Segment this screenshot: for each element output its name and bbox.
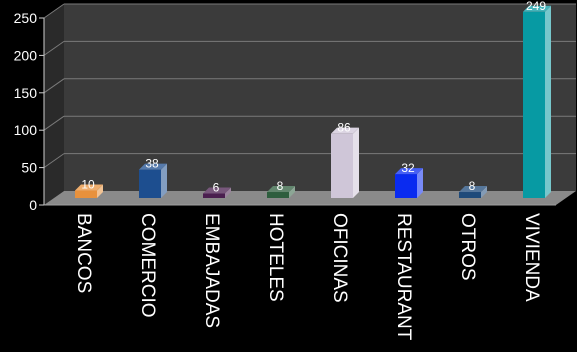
floor: [44, 191, 576, 205]
bar-top: [203, 187, 231, 194]
bar: 38: [139, 157, 167, 198]
data-label: 10: [81, 178, 95, 192]
bar-top: [395, 168, 423, 175]
bar: 32: [395, 161, 423, 198]
bar-front: [523, 11, 545, 198]
data-label: 38: [145, 157, 159, 171]
grid-lines: [43, 3, 576, 169]
bar-top: [459, 186, 487, 193]
bar: 10: [75, 178, 103, 198]
bar: 8: [267, 179, 295, 198]
grid-line-side: [43, 40, 65, 56]
bar-side: [161, 163, 167, 198]
data-label: 86: [337, 121, 351, 135]
bar: 6: [203, 181, 231, 198]
grid-line-side: [43, 153, 65, 169]
y-tick-label: 100: [14, 122, 38, 138]
grid-line-side: [43, 115, 65, 131]
bar-top: [267, 186, 295, 193]
bar-top: [331, 127, 359, 134]
bar-side: [353, 127, 359, 198]
x-axis: BANCOS COMERCIO EMBAJADAS HOTELES OFICINAS RE…: [73, 213, 542, 341]
y-tick-label: 250: [14, 10, 38, 26]
bar-front: [267, 192, 289, 198]
x-tick-label: COMERCIO: [137, 213, 158, 318]
bar-side: [225, 187, 231, 198]
data-label: 6: [213, 181, 220, 195]
x-tick-label: RESTAURANT: [393, 213, 414, 341]
bar-front: [75, 190, 97, 198]
bar: 86: [331, 121, 359, 198]
data-label: 32: [401, 161, 415, 175]
x-tick-label: BANCOS: [73, 213, 94, 293]
y-tick-label: 50: [21, 160, 37, 176]
bar-top: [75, 184, 103, 191]
grid-line-side: [43, 78, 65, 94]
bar-side: [545, 5, 551, 198]
data-label: 8: [469, 179, 476, 193]
bar-front: [139, 169, 161, 198]
bar-side: [481, 186, 487, 198]
bar-side: [97, 184, 103, 198]
x-tick-label: HOTELES: [265, 213, 286, 302]
grid-line-side: [43, 3, 65, 19]
bar-front: [459, 192, 481, 198]
x-tick-label: EMBAJADAS: [201, 213, 222, 328]
bar-top: [523, 5, 551, 12]
bar-front: [395, 174, 417, 198]
y-tick-label: 150: [14, 85, 38, 101]
x-tick-label: OFICINAS: [329, 213, 350, 303]
bar-side: [417, 168, 423, 198]
bar: 8: [459, 179, 487, 198]
x-tick-label: VIVIENDA: [521, 213, 542, 302]
x-tick-label: OTROS: [457, 213, 478, 281]
data-label: 249: [526, 0, 546, 13]
bar-side: [289, 186, 295, 198]
y-axis: 0 50 100 150 200 250: [14, 10, 45, 213]
bar-front: [331, 133, 353, 198]
bar: 249: [523, 0, 551, 198]
data-label: 8: [277, 179, 284, 193]
y-tick-label: 0: [29, 197, 37, 213]
chart-walls: [44, 4, 576, 206]
y-tick-label: 200: [14, 47, 38, 63]
back-wall: [64, 4, 576, 191]
bar-top: [139, 163, 167, 170]
bar-front: [203, 193, 225, 198]
bars: 10 38 6 8 86 32 8 249: [75, 0, 551, 198]
side-wall: [44, 4, 64, 205]
